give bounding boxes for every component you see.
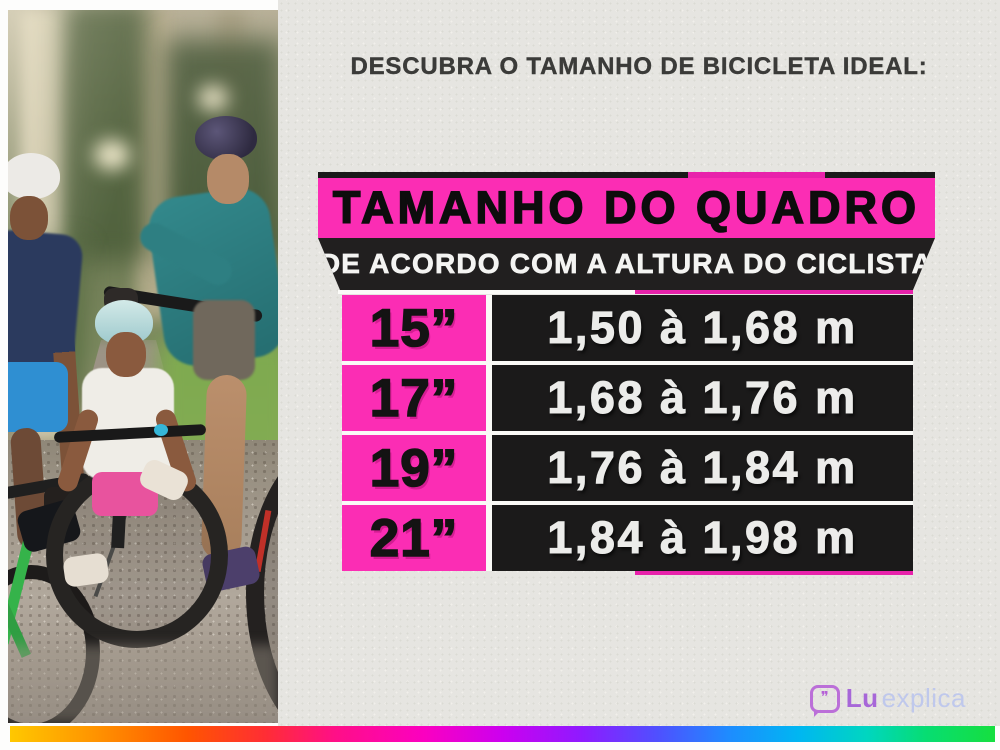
frame-size-cell: 21”: [342, 505, 486, 571]
photo-woman-helmet: [195, 116, 257, 160]
table-row: 17” 1,68 à 1,76 m: [342, 365, 913, 431]
photo-woman-shorts: [193, 300, 255, 380]
height-range-cell: 1,68 à 1,76 m: [492, 365, 913, 431]
table-bottom-accent-strip: [318, 571, 935, 575]
photo-light-bokeh: [198, 85, 228, 111]
logo-brand: Lu: [845, 683, 879, 713]
frame-size-cell: 19”: [342, 435, 486, 501]
photo-boy-helmet: [8, 153, 60, 199]
logo-suffix: explica: [881, 683, 966, 713]
table-row: 21” 1,84 à 1,98 m: [342, 505, 913, 571]
height-range-cell: 1,84 à 1,98 m: [492, 505, 913, 571]
frame-size-cell: 15”: [342, 295, 486, 361]
rainbow-bar: [10, 726, 995, 742]
table-subheader-banner: DE ACORDO COM A ALTURA DO CICLISTA: [318, 238, 935, 290]
frame-size-cell: 17”: [342, 365, 486, 431]
table-top-accent-strip: [318, 172, 935, 178]
photo-boy-face: [10, 196, 48, 240]
photo-woman-face: [207, 154, 249, 204]
table-body: 15” 1,50 à 1,68 m 17” 1,68 à 1,76 m 19” …: [342, 295, 913, 571]
height-range-cell: 1,76 à 1,84 m: [492, 435, 913, 501]
photo-blur-foreground: [8, 645, 278, 723]
magenta-accent: [635, 571, 913, 575]
frame-size-table: TAMANHO DO QUADRO DE ACORDO COM A ALTURA…: [318, 172, 935, 575]
photo-light-bokeh: [94, 140, 130, 170]
table-row: 19” 1,76 à 1,84 m: [342, 435, 913, 501]
table-header-banner: TAMANHO DO QUADRO: [318, 178, 935, 238]
photo-foliage: [63, 10, 148, 260]
table-subheader-label: DE ACORDO COM A ALTURA DO CICLISTA: [319, 248, 934, 279]
speech-bubble-quotes-icon: [809, 684, 840, 717]
magenta-accent: [688, 172, 825, 178]
photo-family-biking: [8, 10, 278, 723]
height-range-cell: 1,50 à 1,68 m: [492, 295, 913, 361]
lu-explica-logo: Lu explica: [809, 683, 966, 717]
photo-boy-shorts: [8, 362, 68, 432]
photo-girl-bike-bell: [154, 424, 168, 436]
white-accent: [338, 290, 635, 294]
table-row: 15” 1,50 à 1,68 m: [342, 295, 913, 361]
table-mid-accent-strip: [318, 290, 935, 295]
page-title: DESCUBRA O TAMANHO DE BICICLETA IDEAL:: [350, 53, 928, 80]
magenta-accent: [635, 290, 913, 294]
table-header-label: TAMANHO DO QUADRO: [332, 181, 921, 234]
photo-girl-face: [106, 332, 146, 377]
